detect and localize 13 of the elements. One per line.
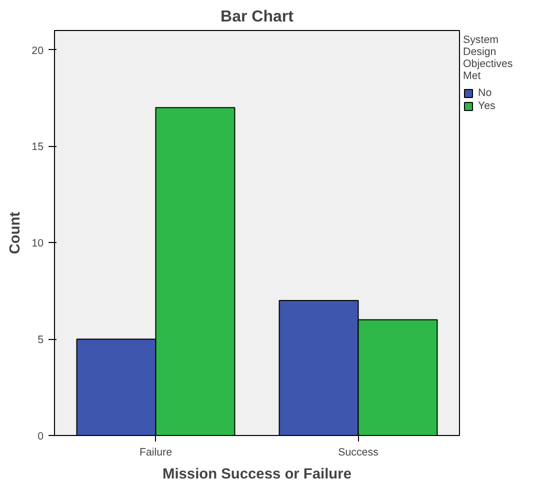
x-tick-label: Failure (139, 446, 172, 458)
y-axis-title: Count (8, 212, 24, 254)
y-tick-label: 15 (32, 141, 44, 154)
x-tick-label: Success (338, 446, 378, 458)
legend-title: System Design Objectives Met (463, 34, 513, 82)
y-tick-label: 10 (32, 238, 44, 250)
legend-label: Yes (478, 100, 496, 112)
y-tick-label: 5 (38, 334, 44, 346)
legend-label: No (478, 87, 493, 99)
y-tick-label: 20 (32, 44, 44, 57)
y-tick-label: 0 (38, 430, 44, 442)
chart-title: Bar Chart (220, 8, 294, 26)
x-axis-title: Mission Success or Failure (162, 466, 352, 482)
